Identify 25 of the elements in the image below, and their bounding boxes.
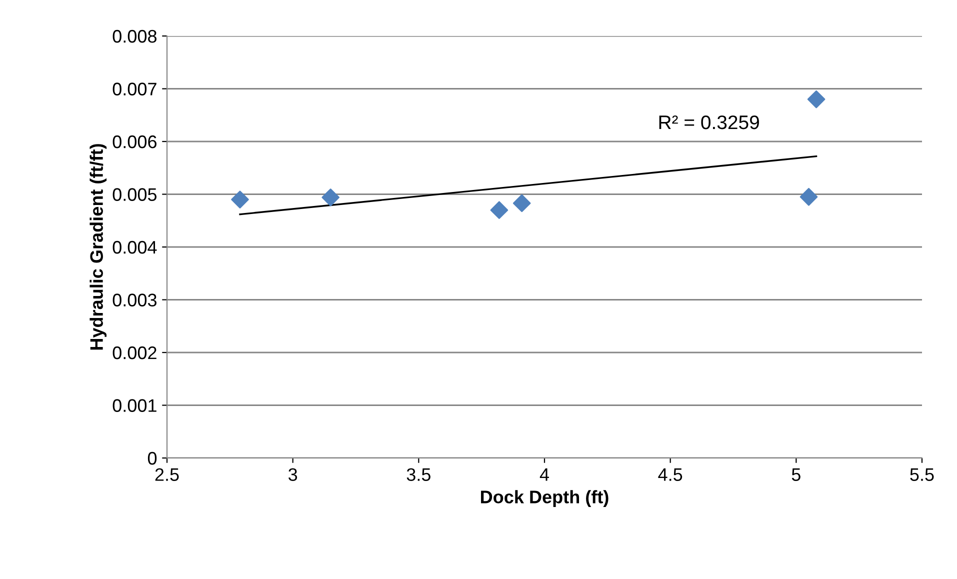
y-axis-title: Hydraulic Gradient (ft/ft) — [90, 144, 107, 350]
x-tick-label: 3.5 — [406, 468, 430, 481]
point — [512, 194, 531, 212]
point — [807, 90, 826, 108]
x-tick-label: 5 — [792, 468, 800, 481]
point — [322, 188, 340, 206]
y-tick-label: 0.003 — [112, 294, 156, 306]
y-tick-label: 0.007 — [112, 82, 156, 96]
x-tick-label: 4.5 — [658, 468, 682, 481]
y-tick-label: 0.005 — [112, 188, 157, 201]
point — [490, 201, 508, 219]
x-axis-title: Dock Depth (ft) — [481, 490, 608, 507]
y-tick-label: 0.006 — [112, 135, 156, 148]
point — [800, 188, 818, 206]
point — [231, 190, 249, 208]
y-tick-label: 0.004 — [112, 240, 157, 254]
y-tick-label: 0.002 — [112, 346, 156, 360]
annotation: R² = 0.3259 — [659, 115, 759, 130]
x-tick-label: 5.5 — [910, 468, 934, 481]
y-tick-label: 0 — [148, 452, 157, 465]
x-tick-label: 4 — [540, 468, 549, 481]
y-tick-label: 0.008 — [112, 30, 156, 43]
x-tick-label: 2.5 — [155, 468, 179, 481]
x-tick-label: 3 — [288, 468, 298, 481]
y-tick-label: 0.001 — [112, 399, 156, 412]
